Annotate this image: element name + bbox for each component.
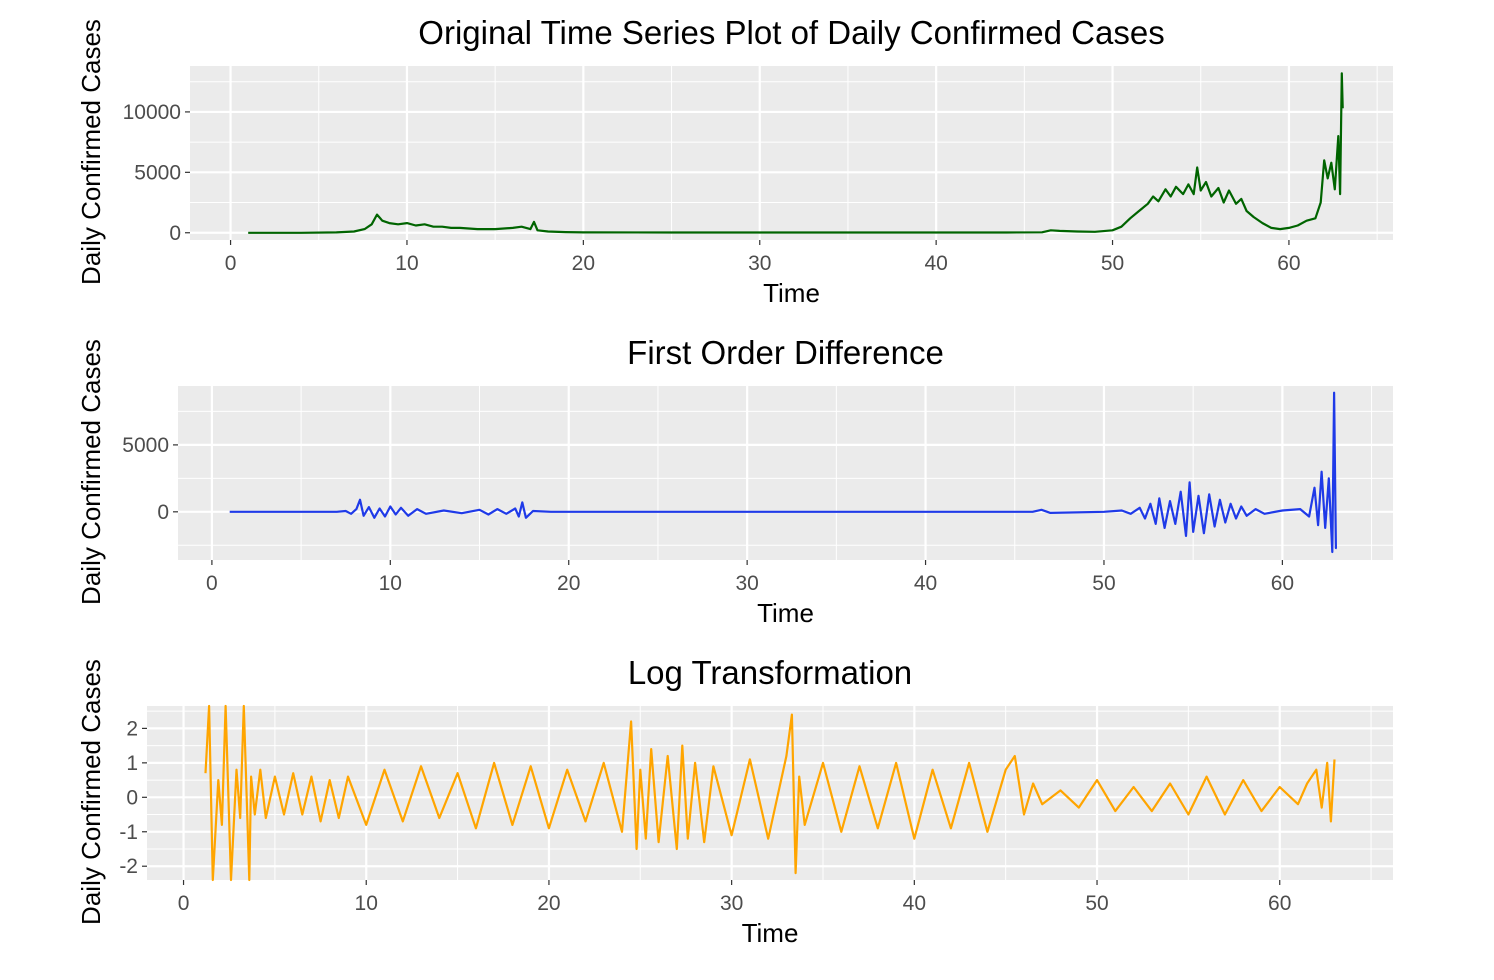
series-line bbox=[248, 72, 1344, 234]
x-tick-label: 30 bbox=[748, 252, 771, 275]
plot-background bbox=[190, 66, 1393, 240]
chart-title: Log Transformation bbox=[628, 654, 912, 691]
x-tick-label: 10 bbox=[379, 572, 402, 595]
x-axis-title: Time bbox=[763, 278, 820, 308]
y-tick-label: 2 bbox=[126, 717, 138, 740]
y-tick-label: 5000 bbox=[122, 434, 169, 457]
x-tick-label: 10 bbox=[395, 252, 418, 275]
y-tick-label: -2 bbox=[119, 855, 138, 878]
series-line bbox=[229, 391, 1338, 554]
x-tick-label: 40 bbox=[924, 252, 947, 275]
chart-title: First Order Difference bbox=[627, 334, 944, 371]
x-tick-label: 50 bbox=[1092, 572, 1115, 595]
chart-panel-2: 0 10 20 30 40 50 60 0 5000 First Order Difference… bbox=[76, 334, 1393, 628]
x-tick-label: 50 bbox=[1101, 252, 1124, 275]
x-tick-label: 40 bbox=[903, 892, 926, 915]
x-tick-label: 60 bbox=[1268, 892, 1291, 915]
x-axis-title: Time bbox=[742, 918, 799, 948]
y-tick-label: 0 bbox=[126, 786, 138, 809]
x-tick-label: 40 bbox=[914, 572, 937, 595]
x-tick-label: 30 bbox=[720, 892, 743, 915]
series-line bbox=[204, 704, 1336, 882]
y-tick-label: 1 bbox=[126, 752, 138, 775]
y-axis-title: Daily Confirmed Cases bbox=[76, 659, 106, 925]
y-tick-label: 0 bbox=[169, 222, 181, 245]
x-tick-label: 0 bbox=[225, 252, 237, 275]
x-tick-label: 20 bbox=[557, 572, 580, 595]
y-axis-title: Daily Confirmed Cases bbox=[76, 19, 106, 285]
x-tick-label: 50 bbox=[1085, 892, 1108, 915]
y-tick-label: 0 bbox=[157, 501, 169, 524]
x-tick-label: 30 bbox=[735, 572, 758, 595]
chart-title: Original Time Series Plot of Daily Confi… bbox=[418, 14, 1164, 51]
chart-panel-1: 0 10 20 30 40 50 60 0 5000 10000 Original Time Ser… bbox=[76, 14, 1393, 308]
x-tick-label: 0 bbox=[206, 572, 218, 595]
x-tick-label: 0 bbox=[178, 892, 190, 915]
y-tick-label: 5000 bbox=[134, 161, 181, 184]
x-axis-title: Time bbox=[757, 598, 814, 628]
x-tick-label: 20 bbox=[572, 252, 595, 275]
x-tick-label: 60 bbox=[1277, 252, 1300, 275]
y-tick-label: -1 bbox=[119, 821, 138, 844]
x-tick-label: 10 bbox=[355, 892, 378, 915]
y-axis-title: Daily Confirmed Cases bbox=[76, 339, 106, 605]
y-tick-label: 10000 bbox=[123, 101, 181, 124]
plot-background bbox=[178, 386, 1393, 560]
x-tick-label: 60 bbox=[1271, 572, 1294, 595]
x-tick-label: 20 bbox=[537, 892, 560, 915]
